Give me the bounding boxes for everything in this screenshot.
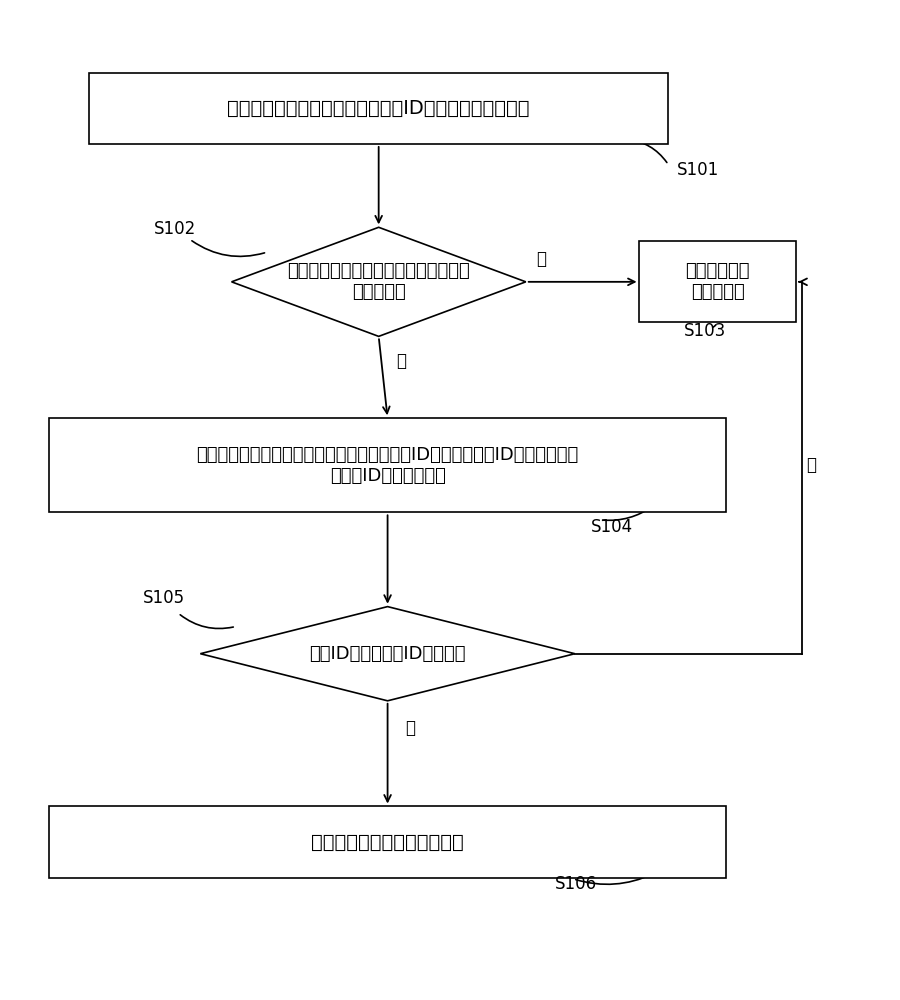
Text: 否: 否 (806, 456, 816, 474)
FancyBboxPatch shape (49, 806, 726, 878)
Polygon shape (231, 227, 526, 336)
Polygon shape (201, 607, 575, 701)
Text: S104: S104 (591, 518, 633, 536)
Text: S102: S102 (154, 220, 196, 238)
Text: 是: 是 (397, 352, 407, 370)
Text: S103: S103 (684, 322, 726, 340)
Text: 电子钥匙从低功耗模式下唤醒: 电子钥匙从低功耗模式下唤醒 (311, 833, 464, 852)
Text: S106: S106 (555, 875, 598, 893)
FancyBboxPatch shape (49, 418, 726, 512)
Text: S101: S101 (678, 161, 720, 179)
FancyBboxPatch shape (89, 73, 669, 144)
Text: 第一ID信息与第二ID信息相同: 第一ID信息与第二ID信息相同 (310, 645, 466, 663)
Text: 是: 是 (405, 719, 416, 737)
Text: S105: S105 (142, 589, 184, 607)
Text: 否: 否 (536, 250, 546, 268)
Text: 电子钥匙处于
低功耗模式: 电子钥匙处于 低功耗模式 (685, 262, 750, 301)
Text: 电子钥匙接收低频唤醒信号，提取其中的第一ID信息，将第一ID信息与其存储
的第二ID信息进行比较: 电子钥匙接收低频唤醒信号，提取其中的第一ID信息，将第一ID信息与其存储 的第二… (196, 446, 579, 485)
FancyBboxPatch shape (640, 241, 796, 322)
Text: 电子钥匙随车主移动到车载主机的近距
离通信范围: 电子钥匙随车主移动到车载主机的近距 离通信范围 (287, 262, 470, 301)
Text: 车载主机向车辆四周发射携带第一ID信息的低频唤醒信号: 车载主机向车辆四周发射携带第一ID信息的低频唤醒信号 (228, 99, 530, 118)
